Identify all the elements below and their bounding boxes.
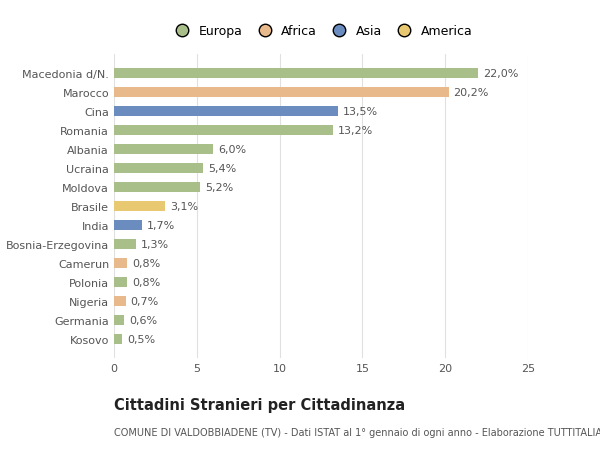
Text: 0,5%: 0,5%	[127, 334, 155, 344]
Bar	[114, 315, 124, 325]
Text: 0,8%: 0,8%	[132, 258, 160, 269]
Legend: Europa, Africa, Asia, America: Europa, Africa, Asia, America	[164, 20, 478, 43]
Text: 6,0%: 6,0%	[218, 145, 247, 155]
Bar	[114, 334, 122, 344]
Bar	[114, 296, 125, 307]
Text: 0,8%: 0,8%	[132, 277, 160, 287]
Text: COMUNE DI VALDOBBIADENE (TV) - Dati ISTAT al 1° gennaio di ogni anno - Elaborazi: COMUNE DI VALDOBBIADENE (TV) - Dati ISTA…	[114, 427, 600, 437]
Bar	[114, 145, 214, 155]
Bar	[114, 239, 136, 250]
Text: 5,4%: 5,4%	[208, 164, 236, 174]
Text: 3,1%: 3,1%	[170, 202, 199, 212]
Text: Cittadini Stranieri per Cittadinanza: Cittadini Stranieri per Cittadinanza	[114, 397, 405, 412]
Text: 22,0%: 22,0%	[483, 69, 518, 79]
Text: 20,2%: 20,2%	[454, 88, 489, 98]
Text: 0,7%: 0,7%	[131, 296, 159, 306]
Bar	[114, 126, 332, 136]
Text: 13,5%: 13,5%	[343, 107, 377, 117]
Bar	[114, 277, 127, 287]
Bar	[114, 220, 142, 231]
Text: 5,2%: 5,2%	[205, 183, 233, 193]
Bar	[114, 258, 127, 269]
Bar	[114, 69, 478, 79]
Bar	[114, 202, 166, 212]
Bar	[114, 163, 203, 174]
Bar	[114, 182, 200, 193]
Text: 13,2%: 13,2%	[338, 126, 373, 136]
Text: 0,6%: 0,6%	[129, 315, 157, 325]
Text: 1,3%: 1,3%	[140, 240, 169, 249]
Bar	[114, 88, 449, 98]
Text: 1,7%: 1,7%	[147, 220, 175, 230]
Bar	[114, 106, 338, 117]
